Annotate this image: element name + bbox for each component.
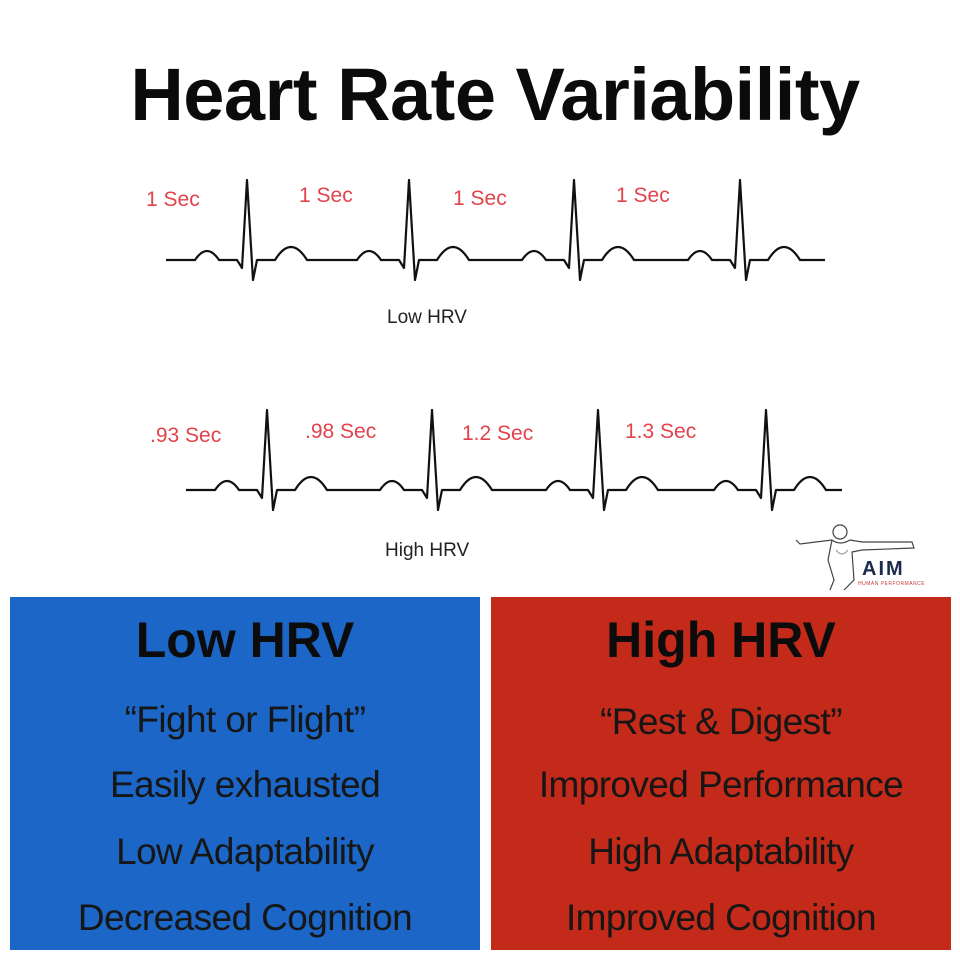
low-interval-label-2: 1 Sec bbox=[299, 184, 353, 207]
high-interval-label-3: 1.2 Sec bbox=[462, 422, 534, 445]
high-interval-label-4: 1.3 Sec bbox=[625, 420, 697, 443]
high-hrv-caption: High HRV bbox=[385, 540, 470, 561]
page-title: Heart Rate Variability bbox=[130, 53, 860, 136]
low-hrv-item-4: Decreased Cognition bbox=[77, 897, 413, 938]
high-interval-label-2: .98 Sec bbox=[305, 420, 377, 443]
low-hrv-item-1: “Fight or Flight” bbox=[124, 699, 366, 740]
low-hrv-waveform bbox=[166, 178, 825, 282]
low-hrv-ecg-trace bbox=[0, 170, 960, 290]
aim-logo bbox=[792, 520, 922, 592]
high-interval-label-1: .93 Sec bbox=[150, 424, 222, 447]
high-hrv-item-3: High Adaptability bbox=[588, 831, 854, 872]
low-hrv-heading: Low HRV bbox=[135, 612, 355, 668]
low-hrv-panel: Low HRV “Fight or Flight” Easily exhaust… bbox=[10, 597, 480, 950]
logo-subtext: HUMAN PERFORMANCE bbox=[858, 581, 926, 587]
high-hrv-waveform bbox=[186, 408, 842, 512]
logo-text: AIM bbox=[862, 558, 905, 580]
high-hrv-item-2: Improved Performance bbox=[538, 764, 904, 805]
high-hrv-item-4: Improved Cognition bbox=[565, 897, 877, 938]
low-interval-label-1: 1 Sec bbox=[146, 188, 200, 211]
low-interval-label-4: 1 Sec bbox=[616, 184, 670, 207]
low-hrv-item-3: Low Adaptability bbox=[116, 831, 374, 872]
high-hrv-heading: High HRV bbox=[606, 612, 836, 668]
high-hrv-item-1: “Rest & Digest” bbox=[600, 701, 842, 742]
athlete-figure-icon bbox=[795, 524, 915, 591]
high-hrv-ecg-trace bbox=[0, 408, 960, 528]
low-interval-label-3: 1 Sec bbox=[453, 187, 507, 210]
low-hrv-caption: Low HRV bbox=[387, 307, 467, 328]
high-hrv-panel: High HRV “Rest & Digest” Improved Perfor… bbox=[491, 597, 951, 950]
low-hrv-item-2: Easily exhausted bbox=[109, 764, 381, 805]
